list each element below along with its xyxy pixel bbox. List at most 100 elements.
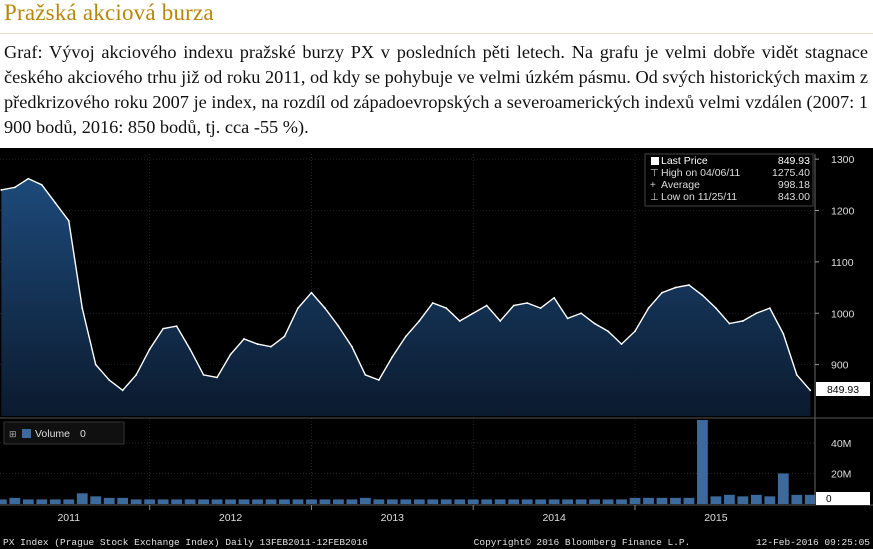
price-point — [526, 302, 529, 304]
volume-bar — [804, 494, 816, 504]
price-point — [229, 353, 232, 356]
volume-bar — [413, 499, 425, 504]
volume-bar — [643, 497, 654, 504]
price-point — [768, 307, 771, 310]
last-price-label: 849.93 — [827, 384, 859, 396]
price-point — [485, 304, 488, 307]
volume-bar — [359, 497, 371, 504]
volume-bar — [22, 499, 34, 504]
volume-bar — [629, 497, 641, 504]
price-point — [512, 304, 515, 307]
volume-bar — [130, 499, 142, 504]
price-point — [795, 374, 798, 376]
price-point — [243, 338, 245, 340]
price-point — [135, 374, 138, 376]
volume-bar — [683, 497, 695, 504]
volume-bar — [616, 499, 627, 504]
price-point — [728, 322, 731, 325]
volume-bar — [521, 499, 533, 504]
price-point — [121, 389, 124, 392]
price-point — [148, 348, 151, 351]
price-point — [350, 345, 353, 348]
price-point — [431, 302, 434, 304]
volume-bar — [777, 473, 789, 504]
volume-bar — [319, 499, 331, 504]
volume-bar — [481, 499, 493, 504]
volume-bar — [238, 499, 250, 504]
volume-bar — [184, 499, 196, 504]
price-point — [580, 312, 582, 315]
footer-ticker: PX Index (Prague Stock Exchange Index) D… — [3, 537, 368, 548]
volume-bar — [548, 499, 560, 504]
price-y-tick-label: 1100 — [831, 257, 854, 269]
page-heading: Pražská akciová burza — [4, 0, 214, 25]
volume-bar — [211, 499, 223, 504]
footer-copyright: Copyright© 2016 Bloomberg Finance L.P. — [474, 537, 691, 548]
price-point — [283, 335, 286, 338]
volume-bar — [710, 496, 722, 504]
x-tick-label-2013: 2013 — [381, 512, 405, 524]
price-point — [782, 332, 785, 335]
price-point — [54, 201, 57, 204]
volume-legend-value: 0 — [80, 428, 86, 440]
volume-bar — [440, 499, 452, 504]
volume-y-tick-label: 20M — [831, 468, 851, 480]
price-point — [256, 343, 259, 345]
volume-bar — [373, 499, 385, 504]
volume-bar — [427, 499, 439, 504]
price-point — [539, 307, 542, 310]
price-point — [202, 374, 205, 376]
price-point — [364, 374, 367, 376]
price-point — [270, 345, 272, 348]
x-tick-label-2014: 2014 — [542, 512, 566, 524]
legend-value-average: 998.18 — [778, 179, 810, 191]
price-point — [741, 320, 744, 322]
price-point — [472, 312, 475, 315]
volume-bar — [157, 499, 169, 504]
price-point — [445, 307, 448, 310]
price-point — [661, 291, 663, 294]
price-point — [337, 325, 340, 327]
volume-bar — [252, 499, 263, 504]
price-point — [593, 322, 596, 325]
price-point — [458, 320, 461, 322]
price-point — [620, 343, 623, 345]
volume-bar — [386, 499, 398, 504]
price-point — [809, 389, 812, 392]
volume-bar — [697, 420, 708, 504]
price-point — [27, 177, 30, 180]
volume-bar — [198, 499, 209, 504]
x-tick-label-2015: 2015 — [704, 512, 728, 524]
volume-bar — [791, 494, 803, 504]
volume-bar — [589, 499, 600, 504]
price-point — [418, 320, 421, 322]
volume-y-tick-label: 40M — [831, 438, 851, 450]
volume-bar — [76, 493, 88, 504]
price-volume-chart: 1300 1200 1100 1000 900 40M 20M 2011 2012 2013 201… — [0, 153, 873, 548]
price-point — [701, 294, 704, 297]
price-point — [175, 325, 178, 327]
price-point — [404, 335, 407, 338]
volume-swatch-icon — [22, 429, 31, 438]
legend-label-average: Average — [661, 179, 700, 191]
price-y-tick-label: 1000 — [831, 308, 855, 320]
volume-legend: ⊞ Volume 0 — [3, 421, 125, 445]
volume-bar — [750, 494, 762, 504]
volume-bar — [737, 496, 749, 504]
price-point — [607, 330, 609, 333]
price-legend: Last Price 849.93 ⊤ High on 04/06/11 127… — [644, 153, 814, 207]
volume-bar — [265, 499, 277, 504]
price-point — [566, 317, 569, 320]
price-point — [162, 327, 165, 330]
price-area — [1, 178, 811, 416]
volume-bar — [670, 497, 681, 504]
volume-bar — [117, 497, 129, 504]
price-point — [81, 307, 84, 310]
low-marker-icon: ⊥ — [650, 192, 659, 203]
volume-bar — [0, 499, 7, 504]
volume-bar — [333, 499, 344, 504]
legend-label-low: Low on 11/25/11 — [661, 191, 737, 203]
legend-value-last-price: 849.93 — [778, 155, 810, 167]
price-point — [310, 291, 313, 294]
price-y-tick-label: 1200 — [831, 206, 855, 218]
